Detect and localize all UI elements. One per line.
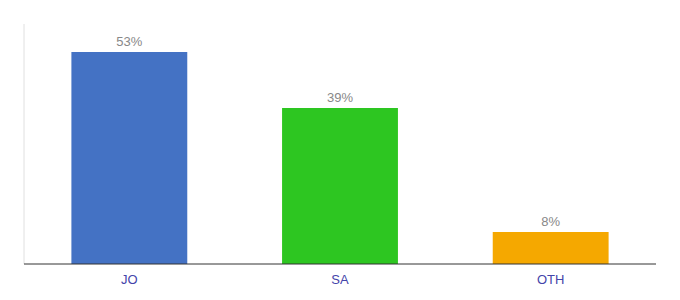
data-label: 39% <box>327 90 353 105</box>
x-tick-label: JO <box>121 272 138 287</box>
y-axis-line <box>24 24 25 264</box>
bar <box>282 108 398 264</box>
bar <box>493 232 609 264</box>
data-label: 53% <box>116 34 142 49</box>
chart: JO 53% SA 39% OTH 8% <box>0 0 680 300</box>
bars <box>71 52 608 264</box>
data-label: 8% <box>541 214 560 229</box>
chart-container: JO 53% SA 39% OTH 8% <box>0 0 680 300</box>
bar <box>71 52 187 264</box>
x-axis-line <box>24 264 656 265</box>
x-tick-label: OTH <box>537 272 564 287</box>
x-tick-label: SA <box>331 272 349 287</box>
